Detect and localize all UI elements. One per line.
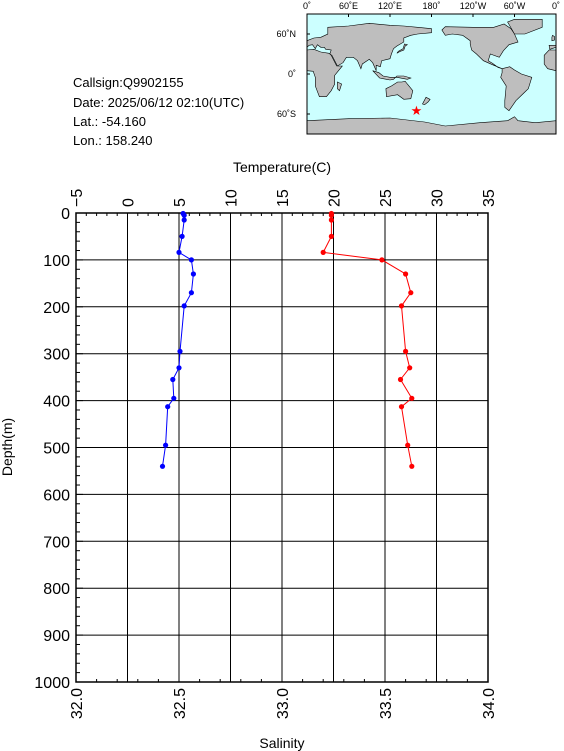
map-landmass-greenland xyxy=(507,18,543,35)
salinity-point xyxy=(403,271,409,277)
salinity-point xyxy=(328,217,334,223)
map-lat-label: 0˚ xyxy=(288,69,296,79)
temperature-tick-label: 20 xyxy=(327,189,344,207)
temperature-tick-label: 5 xyxy=(172,198,189,207)
temperature-point xyxy=(190,271,196,277)
series-points xyxy=(159,210,415,469)
salinity-tick-label: 33.5 xyxy=(378,688,395,719)
temperature-tick-label: 35 xyxy=(481,189,498,207)
salinity-point xyxy=(405,442,411,448)
temperature-tick-label: 0 xyxy=(121,198,138,207)
temperature-point xyxy=(159,463,166,469)
salinity-line xyxy=(322,213,413,467)
map-land xyxy=(306,18,557,135)
world-map: 0˚ 60˚E 120˚E 180˚ 120˚W 60˚W 0˚ 60˚N 0˚ 60˚S ★ xyxy=(276,1,560,135)
temperature-point xyxy=(165,404,171,410)
temperature-point xyxy=(188,290,194,296)
callsign-text: Callsign:Q9902155 xyxy=(73,75,184,90)
salinity-point xyxy=(398,404,405,410)
temperature-point xyxy=(163,442,169,448)
temperature-point xyxy=(170,376,176,383)
temperature-point xyxy=(188,257,194,263)
depth-tick-label: 0 xyxy=(61,206,70,223)
map-landmass-africa xyxy=(306,48,343,97)
salinity-point xyxy=(403,348,409,354)
temperature-tick-label: −5 xyxy=(69,189,86,207)
temperature-point xyxy=(181,217,187,223)
map-lon-label: 0˚ xyxy=(303,1,311,11)
map-lon-label: 120˚W xyxy=(460,1,487,11)
map-lat-label: 60˚N xyxy=(276,29,296,39)
salinity-point xyxy=(409,395,415,401)
temperature-point xyxy=(181,212,187,218)
map-lon-label: 60˚W xyxy=(504,1,526,11)
temperature-tick-label: 10 xyxy=(224,189,241,207)
map-landmass-new-zealand xyxy=(422,96,431,106)
depth-tick-label: 700 xyxy=(43,534,70,551)
temperature-tick-label: 25 xyxy=(378,189,395,207)
depth-tick-label: 1000 xyxy=(34,675,70,692)
depth-axis-title: Depth(m) xyxy=(0,418,15,476)
map-landmass-indonesia xyxy=(372,70,412,81)
depth-tick-label: 200 xyxy=(43,300,70,317)
depth-tick-label: 300 xyxy=(43,347,70,364)
salinity-point xyxy=(379,257,385,263)
temperature-point xyxy=(181,303,187,309)
salinity-tick-label: 32.0 xyxy=(69,688,86,719)
map-lon-label: 60˚E xyxy=(339,1,358,11)
salinity-point xyxy=(328,233,334,239)
temperature-tick-label: 15 xyxy=(275,189,292,207)
temperature-tick-label: 30 xyxy=(430,189,447,207)
salinity-point xyxy=(397,376,404,383)
station-info: Callsign:Q9902155 Date: 2025/06/12 02:10… xyxy=(73,75,244,148)
date-text: Date: 2025/06/12 02:10(UTC) xyxy=(73,95,244,110)
depth-tick-label: 800 xyxy=(43,581,70,598)
map-lon-label: 0˚ xyxy=(552,1,560,11)
salinity-point xyxy=(320,249,326,255)
station-marker-icon: ★ xyxy=(411,103,423,118)
salinity-point xyxy=(328,212,334,218)
map-ticks xyxy=(306,14,557,115)
map-landmass-europe-asia xyxy=(306,22,432,71)
temperature-point xyxy=(176,249,182,255)
map-lon-label: 180˚ xyxy=(422,1,440,11)
depth-tick-label: 900 xyxy=(43,628,70,645)
map-landmass-madagascar xyxy=(337,81,342,92)
temperature-point xyxy=(176,365,182,371)
temperature-point xyxy=(171,395,177,401)
map-landmass-north-america xyxy=(441,23,519,69)
temperature-axis-title: Temperature(C) xyxy=(233,159,331,175)
map-landmass-uk xyxy=(551,34,555,42)
lat-text: Lat.: -54.160 xyxy=(73,114,146,129)
depth-tick-label: 500 xyxy=(43,441,70,458)
salinity-tick-label: 34.0 xyxy=(481,688,498,719)
depth-tick-label: 400 xyxy=(43,394,70,411)
map-lon-label: 120˚E xyxy=(378,1,402,11)
lon-text: Lon.: 158.240 xyxy=(73,133,153,148)
map-landmass-japan xyxy=(396,43,409,54)
map-labels: 0˚ 60˚E 120˚E 180˚ 120˚W 60˚W 0˚ 60˚N 0˚ 60˚S xyxy=(276,1,560,119)
salinity-point xyxy=(407,365,413,371)
map-lat-label: 60˚S xyxy=(277,109,296,119)
salinity-point xyxy=(408,290,414,296)
salinity-point xyxy=(398,303,405,309)
salinity-point xyxy=(409,463,415,469)
depth-tick-label: 600 xyxy=(43,487,70,504)
salinity-axis-title: Salinity xyxy=(259,735,304,751)
map-landmass-australia xyxy=(385,80,414,100)
depth-tick-label: 100 xyxy=(43,253,70,270)
map-landmass-south-america xyxy=(500,66,533,112)
series-lines xyxy=(162,213,413,467)
salinity-tick-label: 32.5 xyxy=(172,688,189,719)
temperature-point xyxy=(179,233,185,239)
temperature-line xyxy=(162,213,194,467)
temperature-point xyxy=(177,348,183,354)
salinity-tick-label: 33.0 xyxy=(275,688,292,719)
